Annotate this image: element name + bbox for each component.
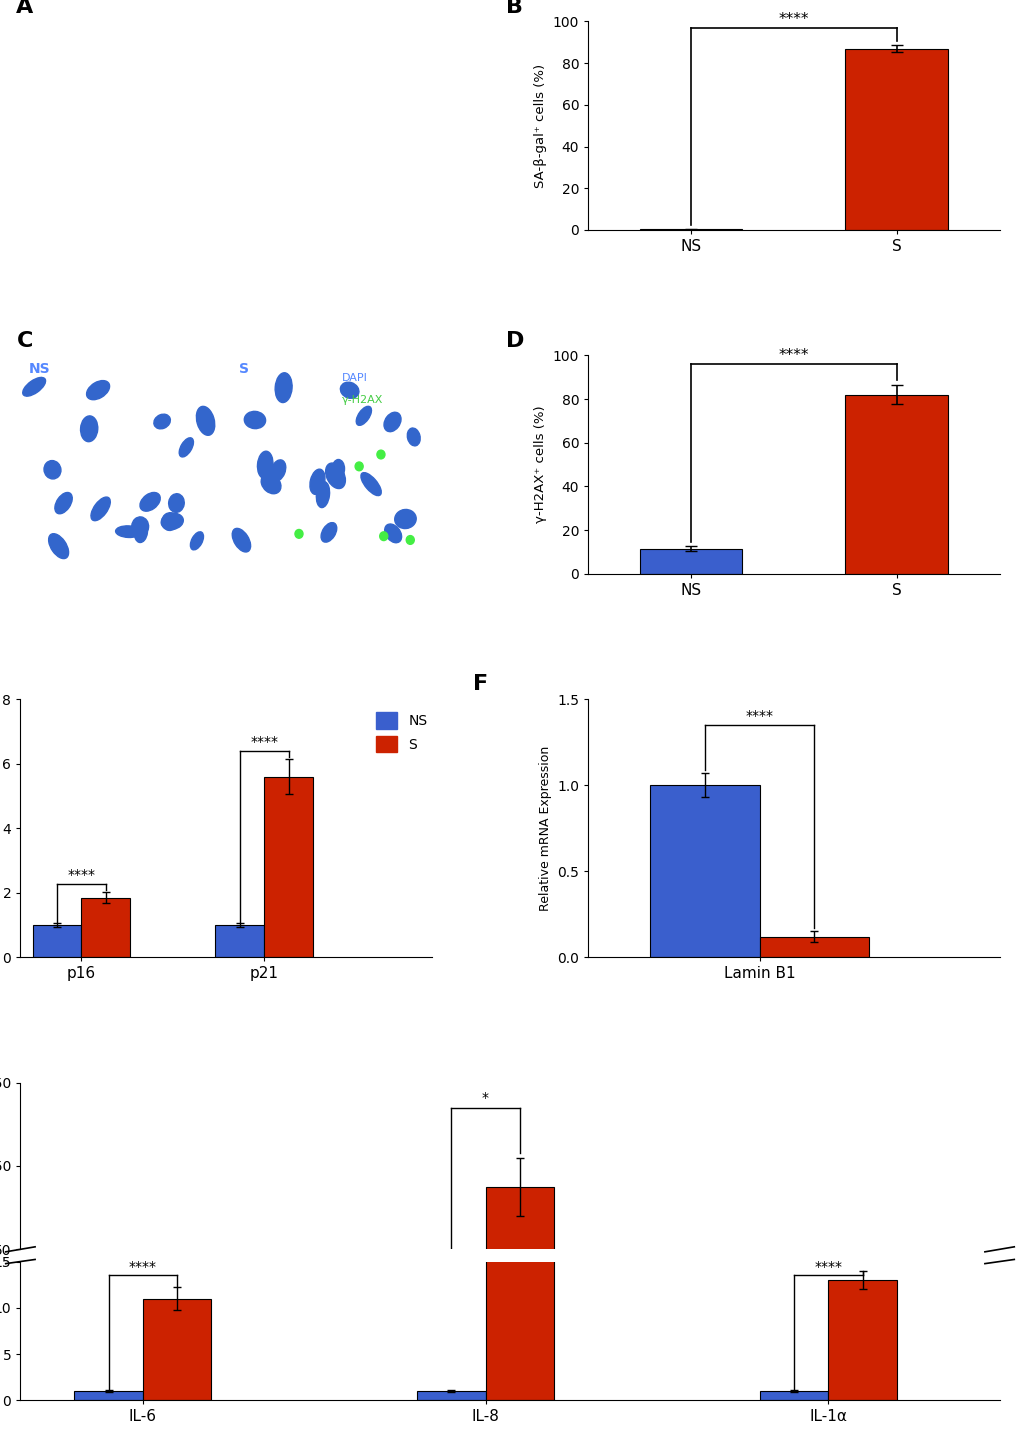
Y-axis label: Relative mRNA Expression: Relative mRNA Expression (538, 746, 551, 910)
Bar (827, 1280, 896, 1400)
Text: 50 μm: 50 μm (357, 544, 385, 554)
Ellipse shape (191, 532, 203, 550)
Ellipse shape (91, 497, 110, 520)
Bar (341, 560, 401, 564)
Bar (264, 776, 313, 957)
Bar (341, 216, 401, 221)
Ellipse shape (140, 493, 160, 512)
Bar (130, 216, 191, 221)
Ellipse shape (162, 513, 178, 530)
Text: 50 μm: 50 μm (147, 544, 175, 554)
Bar (33, 925, 82, 957)
Bar (485, 1187, 553, 1290)
Text: ****: **** (777, 349, 808, 363)
Text: NS: NS (29, 27, 50, 41)
Bar (845, 394, 948, 574)
Ellipse shape (131, 517, 149, 536)
Circle shape (355, 462, 363, 470)
Text: A: A (16, 0, 34, 17)
Bar (130, 560, 191, 564)
Text: D: D (505, 332, 524, 352)
Ellipse shape (197, 406, 215, 436)
Ellipse shape (275, 373, 291, 403)
Bar (759, 1392, 827, 1400)
Ellipse shape (407, 429, 420, 446)
Text: C: C (16, 332, 33, 352)
Ellipse shape (394, 510, 416, 529)
Ellipse shape (383, 412, 400, 432)
Ellipse shape (168, 493, 184, 513)
Ellipse shape (261, 474, 280, 494)
Text: ****: **** (250, 735, 278, 749)
Circle shape (379, 532, 387, 540)
Ellipse shape (135, 522, 148, 543)
Ellipse shape (325, 463, 345, 489)
Text: ****: **** (745, 709, 772, 723)
Ellipse shape (55, 493, 72, 514)
Text: ****: **** (777, 11, 808, 27)
Y-axis label: SA-β-gal⁺ cells (%): SA-β-gal⁺ cells (%) (534, 64, 546, 187)
Ellipse shape (232, 529, 251, 552)
Ellipse shape (87, 380, 109, 400)
Ellipse shape (321, 523, 336, 542)
Text: S: S (238, 362, 249, 376)
Ellipse shape (316, 482, 329, 507)
Ellipse shape (340, 382, 359, 399)
Ellipse shape (161, 513, 183, 530)
Bar (649, 785, 759, 957)
Text: DAPI: DAPI (341, 373, 367, 383)
Ellipse shape (115, 526, 142, 537)
Text: ****: **** (813, 1259, 842, 1273)
Bar (143, 1282, 211, 1290)
Bar (143, 1299, 211, 1400)
Text: NS: NS (29, 362, 50, 376)
Bar (845, 49, 948, 230)
Ellipse shape (332, 460, 344, 477)
Ellipse shape (154, 414, 170, 429)
Bar (417, 1392, 485, 1400)
Ellipse shape (44, 460, 61, 479)
Bar (485, 243, 553, 1400)
Bar (639, 549, 742, 574)
Ellipse shape (81, 416, 98, 442)
Ellipse shape (49, 533, 68, 559)
Bar (82, 897, 130, 957)
Text: 250 μm: 250 μm (144, 201, 178, 211)
Circle shape (406, 536, 414, 544)
Text: ****: **** (67, 867, 95, 882)
Ellipse shape (361, 473, 381, 496)
Circle shape (377, 450, 384, 459)
Ellipse shape (22, 377, 46, 396)
Text: S: S (238, 27, 249, 41)
Text: *: * (482, 1092, 488, 1105)
Bar (74, 1392, 143, 1400)
Text: ****: **** (128, 1259, 157, 1273)
Text: F: F (473, 674, 488, 694)
Bar (827, 1280, 896, 1290)
Ellipse shape (257, 452, 273, 479)
Text: 250 μm: 250 μm (354, 201, 388, 211)
Bar (215, 925, 264, 957)
Ellipse shape (179, 437, 194, 457)
Ellipse shape (310, 469, 325, 494)
Ellipse shape (384, 524, 401, 543)
Legend: NS, S: NS, S (371, 706, 433, 757)
Y-axis label: γ-H2AX⁺ cells (%): γ-H2AX⁺ cells (%) (534, 406, 546, 523)
Text: B: B (505, 0, 523, 17)
Bar (759, 936, 868, 957)
Text: γ-H2AX: γ-H2AX (341, 394, 382, 404)
Ellipse shape (270, 460, 285, 482)
Ellipse shape (245, 412, 265, 429)
Circle shape (294, 530, 303, 539)
Ellipse shape (356, 406, 371, 426)
